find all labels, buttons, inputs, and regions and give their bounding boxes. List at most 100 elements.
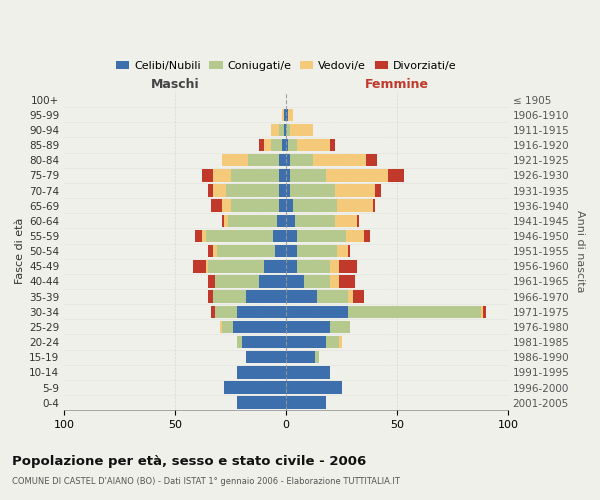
Bar (222, 154, 248, 166)
Bar (286, 260, 297, 272)
Bar (230, 169, 280, 181)
Bar (286, 245, 297, 258)
Bar (284, 108, 286, 121)
Bar (331, 275, 339, 287)
Y-axis label: Fasce di età: Fasce di età (15, 218, 25, 284)
Bar (208, 245, 213, 258)
Bar (237, 306, 286, 318)
Bar (286, 214, 295, 227)
Bar (215, 275, 259, 287)
Y-axis label: Anni di nascita: Anni di nascita (575, 210, 585, 292)
Bar (208, 260, 264, 272)
Bar (317, 290, 348, 303)
Bar (280, 154, 286, 166)
Bar (202, 169, 213, 181)
Bar (230, 200, 280, 212)
Bar (237, 336, 242, 348)
Bar (273, 230, 286, 242)
Bar (286, 351, 315, 364)
Bar (271, 124, 280, 136)
Bar (237, 396, 286, 409)
Bar (248, 154, 280, 166)
Bar (229, 214, 277, 227)
Bar (297, 230, 346, 242)
Bar (375, 184, 382, 196)
Bar (275, 245, 286, 258)
Bar (280, 169, 286, 181)
Bar (259, 275, 286, 287)
Bar (295, 214, 335, 227)
Bar (242, 336, 286, 348)
Bar (331, 320, 350, 333)
Bar (348, 290, 353, 303)
Bar (290, 184, 335, 196)
Bar (217, 245, 275, 258)
Bar (246, 351, 286, 364)
Bar (286, 275, 304, 287)
Bar (226, 184, 280, 196)
Bar (213, 290, 246, 303)
Bar (288, 139, 297, 151)
Bar (286, 200, 293, 212)
Bar (373, 200, 375, 212)
Bar (224, 214, 229, 227)
Bar (222, 200, 230, 212)
Bar (211, 306, 215, 318)
Bar (339, 336, 341, 348)
Bar (264, 260, 286, 272)
Bar (290, 169, 326, 181)
Bar (339, 260, 357, 272)
Bar (213, 184, 226, 196)
Bar (286, 184, 290, 196)
Bar (206, 260, 208, 272)
Bar (348, 245, 350, 258)
Text: Maschi: Maschi (151, 78, 199, 91)
Bar (220, 320, 222, 333)
Bar (206, 230, 273, 242)
Bar (290, 154, 313, 166)
Text: COMUNE DI CASTEL D'AIANO (BO) - Dati ISTAT 1° gennaio 2006 - Elaborazione TUTTIT: COMUNE DI CASTEL D'AIANO (BO) - Dati IST… (12, 478, 400, 486)
Bar (288, 108, 293, 121)
Bar (348, 306, 481, 318)
Bar (208, 184, 213, 196)
Bar (286, 124, 290, 136)
Bar (286, 306, 348, 318)
Bar (364, 230, 370, 242)
Bar (286, 290, 317, 303)
Bar (213, 245, 217, 258)
Bar (286, 396, 326, 409)
Bar (286, 139, 288, 151)
Bar (357, 214, 359, 227)
Bar (286, 154, 290, 166)
Bar (297, 260, 331, 272)
Bar (280, 124, 284, 136)
Bar (213, 169, 230, 181)
Bar (339, 275, 355, 287)
Bar (286, 382, 341, 394)
Bar (211, 200, 222, 212)
Bar (215, 306, 237, 318)
Legend: Celibi/Nubili, Coniugati/e, Vedovi/e, Divorziati/e: Celibi/Nubili, Coniugati/e, Vedovi/e, Di… (112, 56, 460, 75)
Bar (222, 320, 233, 333)
Bar (202, 230, 206, 242)
Bar (264, 139, 271, 151)
Bar (208, 290, 213, 303)
Bar (286, 230, 297, 242)
Bar (284, 124, 286, 136)
Bar (388, 169, 404, 181)
Bar (193, 260, 206, 272)
Bar (484, 306, 485, 318)
Bar (281, 139, 286, 151)
Bar (366, 154, 377, 166)
Bar (315, 351, 319, 364)
Bar (304, 275, 331, 287)
Text: Femmine: Femmine (365, 78, 429, 91)
Bar (259, 139, 264, 151)
Bar (326, 169, 388, 181)
Bar (353, 290, 364, 303)
Bar (290, 124, 313, 136)
Bar (337, 245, 348, 258)
Bar (280, 200, 286, 212)
Bar (297, 139, 331, 151)
Bar (222, 214, 224, 227)
